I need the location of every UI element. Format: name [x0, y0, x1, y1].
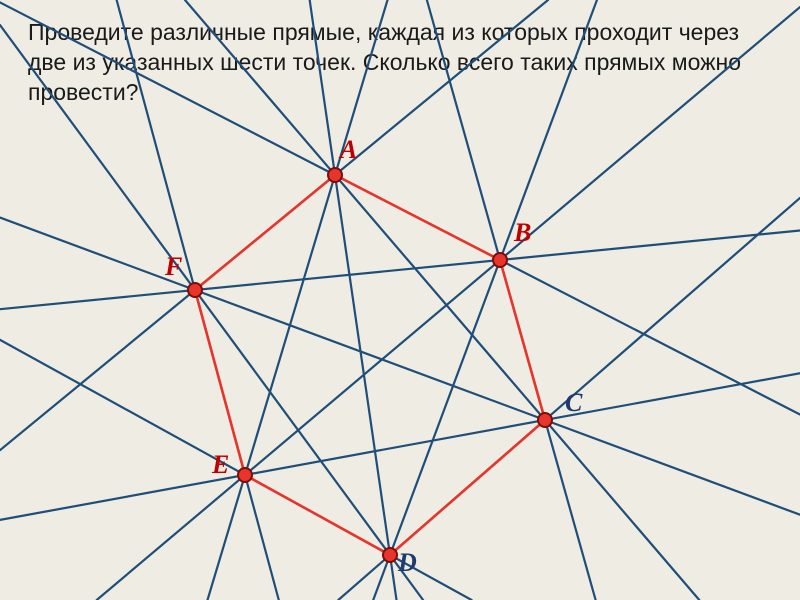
point-B	[493, 253, 507, 267]
diag-line-BF	[0, 230, 800, 309]
geometry-diagram	[0, 0, 800, 600]
hexagon-side-AB	[335, 175, 500, 260]
point-A	[328, 168, 342, 182]
diag-line-AE	[208, 0, 388, 600]
label-B: B	[514, 218, 531, 248]
hexagon-side-CD	[390, 420, 545, 555]
diag-line-CE	[0, 373, 800, 520]
label-F: F	[165, 252, 182, 282]
diag-line-CF	[0, 218, 800, 515]
hexagon-side-DE	[245, 475, 390, 555]
hexagon-side-BC	[500, 260, 545, 420]
point-E	[238, 468, 252, 482]
diag-line-BE	[97, 7, 800, 600]
hexagon-side-FA	[195, 175, 335, 290]
diag-line-AD	[310, 0, 397, 600]
hexagon-side-EF	[195, 290, 245, 475]
label-A: A	[340, 135, 357, 165]
point-D	[383, 548, 397, 562]
label-C: C	[565, 388, 582, 418]
diag-line-BD	[373, 0, 597, 600]
label-E: E	[212, 450, 229, 480]
point-F	[188, 283, 202, 297]
label-D: D	[398, 548, 417, 578]
point-C	[538, 413, 552, 427]
